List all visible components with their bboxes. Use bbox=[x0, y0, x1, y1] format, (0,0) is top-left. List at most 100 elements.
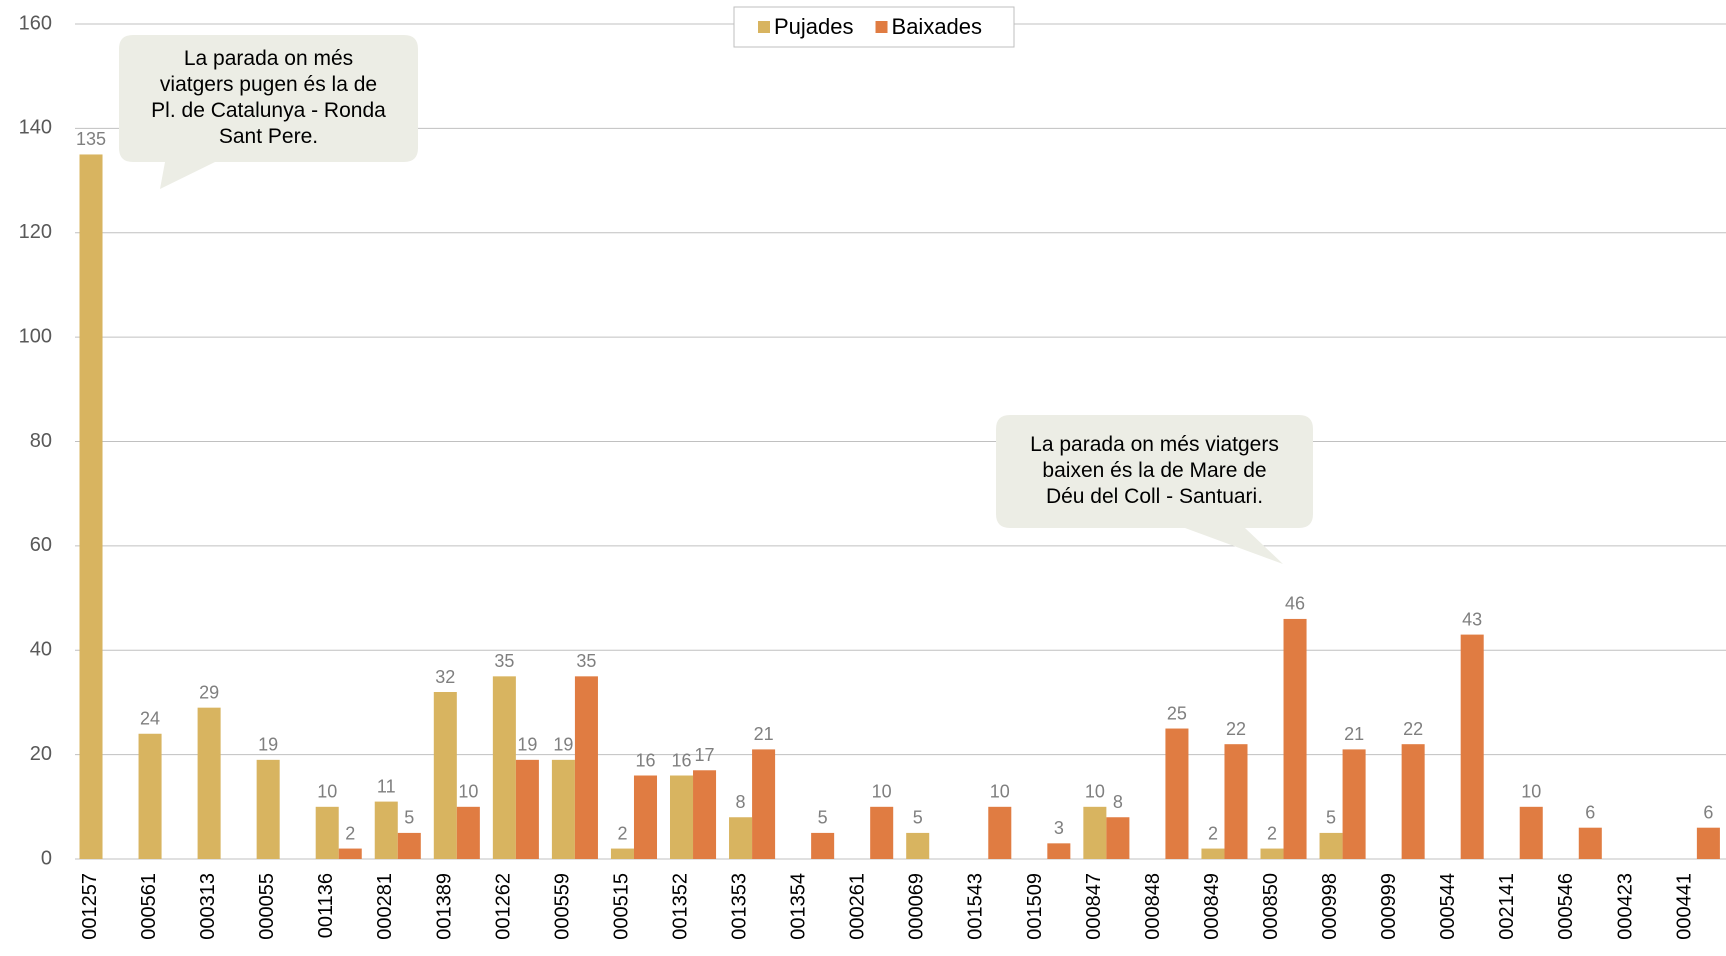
x-tick-label: 002141 bbox=[1496, 873, 1518, 940]
bar bbox=[1260, 848, 1284, 859]
x-tick-label: 000848 bbox=[1142, 873, 1164, 940]
bar bbox=[633, 775, 658, 859]
data-label: 5 bbox=[1326, 808, 1336, 828]
legend-label: Pujades bbox=[774, 14, 854, 39]
data-label: 5 bbox=[913, 808, 923, 828]
bar bbox=[610, 848, 634, 859]
x-tick-label: 000544 bbox=[1437, 873, 1459, 940]
x-tick-label: 000998 bbox=[1319, 873, 1341, 940]
bar bbox=[1201, 848, 1225, 859]
data-label: 10 bbox=[1521, 782, 1541, 802]
bar bbox=[397, 832, 421, 859]
callout: La parada on més viatgers pugen és la de P… bbox=[119, 35, 418, 189]
x-tick-label: 000849 bbox=[1201, 873, 1223, 940]
data-label: 10 bbox=[317, 782, 337, 802]
data-label: 21 bbox=[1344, 724, 1364, 744]
x-tick-label: 000850 bbox=[1260, 873, 1282, 940]
bar bbox=[1047, 843, 1071, 859]
data-label: 2 bbox=[345, 823, 355, 843]
callout-text: Pl. de Catalunya - Ronda bbox=[151, 99, 386, 122]
callout-bubble bbox=[996, 415, 1313, 564]
bar bbox=[988, 806, 1012, 859]
data-label: 25 bbox=[1167, 703, 1187, 723]
x-tick-label: 001262 bbox=[492, 873, 514, 940]
bar bbox=[1696, 827, 1720, 859]
bar bbox=[551, 759, 575, 859]
bar bbox=[338, 848, 362, 859]
x-tick-label: 001509 bbox=[1024, 873, 1046, 940]
x-tick-label: 000441 bbox=[1673, 873, 1695, 940]
data-label: 2 bbox=[617, 823, 627, 843]
legend-box bbox=[733, 6, 1015, 48]
data-label: 19 bbox=[517, 735, 537, 755]
callout-text: La parada on més viatgers bbox=[1030, 433, 1279, 456]
x-tick-label: 001352 bbox=[669, 873, 691, 940]
bar bbox=[811, 832, 835, 859]
callout-text: viatgers pugen és la de bbox=[160, 73, 377, 96]
x-tick-label: 000515 bbox=[610, 873, 632, 940]
data-label: 8 bbox=[1113, 792, 1123, 812]
x-tick-label: 000281 bbox=[374, 873, 396, 940]
bar bbox=[433, 692, 457, 859]
x-tick-label: 001353 bbox=[729, 873, 751, 940]
data-label: 2 bbox=[1267, 823, 1277, 843]
bar bbox=[1519, 806, 1543, 859]
data-label: 19 bbox=[258, 735, 278, 755]
bar bbox=[1165, 728, 1189, 859]
legend: Pujades Baixades bbox=[733, 6, 1015, 48]
y-tick-label: 120 bbox=[19, 221, 52, 243]
bar bbox=[870, 806, 894, 859]
bar bbox=[1224, 744, 1248, 859]
data-label: 43 bbox=[1462, 609, 1482, 629]
data-label: 10 bbox=[990, 782, 1010, 802]
x-tick-label: 000055 bbox=[256, 873, 278, 940]
y-tick-label: 40 bbox=[30, 639, 52, 661]
data-label: 135 bbox=[76, 129, 106, 149]
y-tick-label: 140 bbox=[19, 117, 52, 139]
x-tick-label: 001257 bbox=[79, 873, 101, 940]
callout-text: Sant Pere. bbox=[219, 125, 318, 148]
bar bbox=[1578, 827, 1602, 859]
bar bbox=[1319, 832, 1343, 859]
x-tick-label: 000559 bbox=[551, 873, 573, 940]
data-label: 29 bbox=[199, 682, 219, 702]
data-label: 16 bbox=[671, 750, 691, 770]
data-label: 35 bbox=[576, 651, 596, 671]
data-label: 2 bbox=[1208, 823, 1218, 843]
bar bbox=[1283, 618, 1307, 859]
bar bbox=[79, 154, 103, 859]
data-label: 32 bbox=[435, 667, 455, 687]
bar bbox=[138, 733, 162, 859]
x-tick-label: 001543 bbox=[965, 873, 987, 940]
data-label: 6 bbox=[1703, 802, 1713, 822]
data-label: 35 bbox=[494, 651, 514, 671]
x-tick-label: 001136 bbox=[315, 873, 337, 938]
callout-text: Déu del Coll - Santuari. bbox=[1046, 485, 1263, 508]
legend-label: Baixades bbox=[892, 14, 983, 39]
bar bbox=[492, 676, 516, 859]
x-tick-label: 001354 bbox=[788, 873, 810, 940]
y-tick-label: 160 bbox=[19, 12, 52, 34]
legend-swatch bbox=[758, 21, 770, 33]
x-tick-label: 000999 bbox=[1378, 873, 1400, 940]
bar bbox=[1401, 744, 1425, 859]
x-tick-label: 000069 bbox=[906, 873, 928, 940]
bar bbox=[669, 775, 694, 859]
data-label: 10 bbox=[872, 782, 892, 802]
bar bbox=[197, 707, 221, 859]
bar bbox=[515, 759, 539, 859]
bar bbox=[1106, 817, 1130, 859]
bar bbox=[374, 801, 398, 859]
data-label: 22 bbox=[1403, 719, 1423, 739]
bar bbox=[752, 749, 776, 859]
y-tick-label: 80 bbox=[30, 430, 52, 452]
x-tick-label: 000561 bbox=[138, 873, 160, 940]
data-label: 10 bbox=[458, 782, 478, 802]
x-tick-label: 000546 bbox=[1555, 873, 1577, 940]
bar bbox=[1342, 749, 1366, 859]
callout-bubble bbox=[119, 35, 418, 189]
y-tick-label: 60 bbox=[30, 534, 52, 556]
data-label: 24 bbox=[140, 709, 160, 729]
